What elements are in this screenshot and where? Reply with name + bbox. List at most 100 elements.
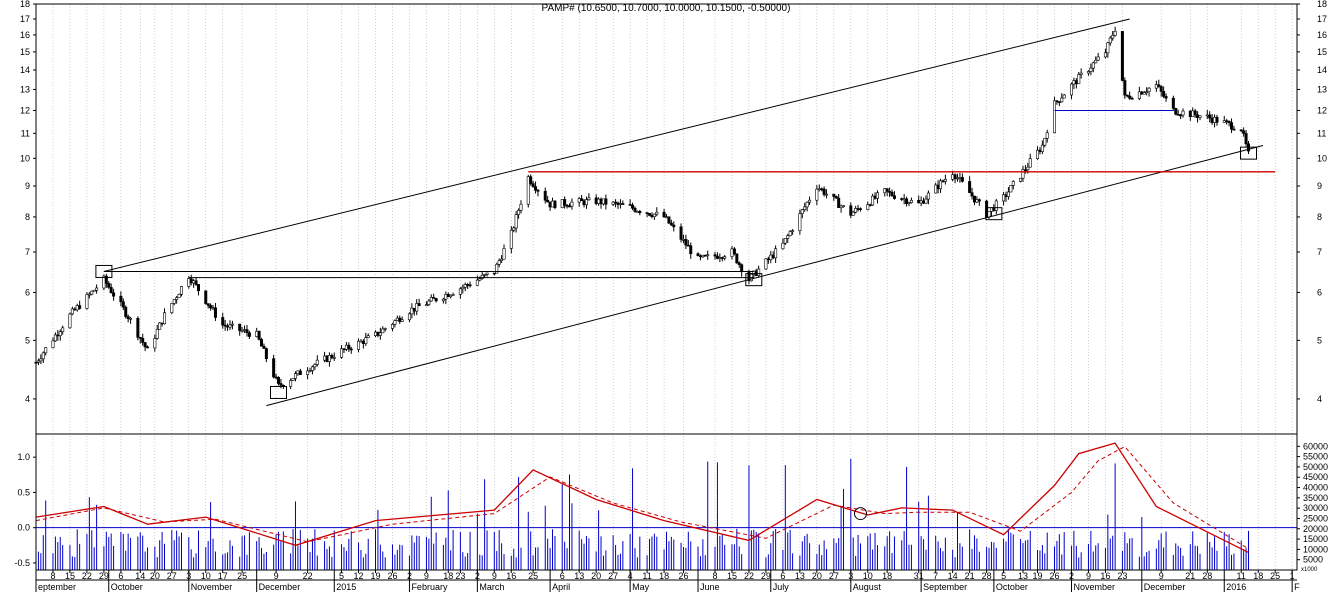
price-candle [332, 357, 336, 359]
price-candle [968, 181, 972, 193]
price-candle [315, 359, 319, 365]
x-day-label: 19 [1033, 571, 1043, 581]
price-candle [842, 205, 846, 208]
price-candle [805, 201, 809, 208]
price-candle [260, 339, 264, 347]
price-candle [209, 305, 213, 309]
price-candle [570, 201, 574, 207]
price-candle [652, 213, 656, 217]
price-candle [907, 202, 911, 204]
price-candle [1108, 37, 1112, 44]
price-candle [890, 191, 894, 197]
x-day-label: 26 [387, 571, 397, 581]
price-candle [310, 366, 314, 371]
price-candle [441, 298, 445, 302]
price-candle [868, 204, 872, 207]
price-candle [51, 340, 55, 348]
x-day-label: 20 [812, 571, 822, 581]
x-month-label: August [853, 582, 882, 592]
price-candle [330, 355, 334, 358]
volume-layer [35, 458, 1249, 570]
price-candle [1077, 74, 1081, 85]
price-candle [832, 193, 836, 197]
price-candle [919, 200, 923, 204]
volume-tick-label: 40000 [1303, 483, 1328, 493]
price-candle [204, 290, 208, 304]
x-day-label: 28 [1202, 571, 1212, 581]
marker-box [270, 385, 287, 399]
price-candle [434, 298, 438, 302]
price-candle [39, 358, 43, 362]
price-candle [1023, 169, 1027, 171]
price-candle [567, 205, 571, 208]
y-tick-label-left: 6 [25, 287, 30, 297]
price-candle [941, 180, 945, 183]
price-candle [856, 208, 860, 210]
x-day-label: 27 [608, 571, 618, 581]
y-tick-label-left: 10 [20, 153, 30, 163]
price-candle [720, 257, 724, 259]
price-candle [551, 200, 555, 208]
price-candle [56, 334, 60, 337]
price-candle [359, 340, 363, 343]
price-candle [1062, 94, 1066, 99]
x-day-label: 22 [744, 571, 754, 581]
price-candle [262, 345, 266, 349]
price-candle [757, 268, 761, 276]
trend-line-black [103, 18, 1130, 272]
trend-line-black [266, 145, 1264, 407]
price-candle [669, 222, 673, 226]
price-candle [1094, 59, 1098, 64]
price-candle [664, 216, 668, 219]
y-tick-label-left: 14 [20, 65, 30, 75]
x-month-label: April [552, 582, 570, 592]
price-candle [475, 279, 479, 286]
osc-tick-label: 0.0 [17, 523, 30, 533]
x-day-label: 9 [274, 571, 279, 581]
price-candle [1244, 133, 1248, 145]
price-candle [696, 253, 700, 257]
price-candle [163, 312, 167, 325]
price-candle [698, 255, 702, 258]
price-candle [170, 303, 174, 314]
price-candle [977, 199, 981, 202]
price-candle [803, 206, 807, 210]
price-candle [213, 307, 217, 318]
price-candle [172, 299, 176, 304]
price-candle [735, 253, 739, 264]
price-candle [1089, 67, 1093, 72]
x-day-label: 13 [574, 571, 584, 581]
x-day-label: 29 [99, 571, 109, 581]
price-candle [398, 317, 402, 322]
price-candle [70, 308, 74, 315]
price-candle [187, 278, 191, 287]
y-tick-label-right: 17 [1317, 14, 1327, 24]
price-candle [926, 192, 930, 200]
x-day-label: 31 [914, 571, 924, 581]
price-candle [1208, 114, 1212, 119]
price-candle [1103, 52, 1107, 58]
price-candle [766, 258, 770, 261]
price-candle [1019, 177, 1023, 182]
price-candle [839, 205, 843, 208]
price-candle [851, 211, 855, 216]
price-candle [667, 216, 671, 224]
price-candle [715, 255, 719, 259]
price-candle [943, 179, 947, 182]
price-candle [1227, 120, 1231, 123]
x-day-label: 6 [118, 571, 123, 581]
volume-tick-label: 25000 [1303, 513, 1328, 523]
x-month-label: July [773, 582, 790, 592]
price-candle [485, 272, 489, 275]
y-tick-label-right: 13 [1317, 84, 1327, 94]
price-candle [713, 254, 717, 257]
volume-tick-label: 15000 [1303, 534, 1328, 544]
circle-marker [854, 507, 867, 521]
price-candle [703, 254, 707, 257]
price-candle [264, 348, 268, 359]
price-candle [468, 284, 472, 287]
price-candle [1239, 129, 1243, 132]
price-candle [342, 348, 346, 351]
price-candle [502, 248, 506, 260]
price-candle [497, 260, 501, 265]
